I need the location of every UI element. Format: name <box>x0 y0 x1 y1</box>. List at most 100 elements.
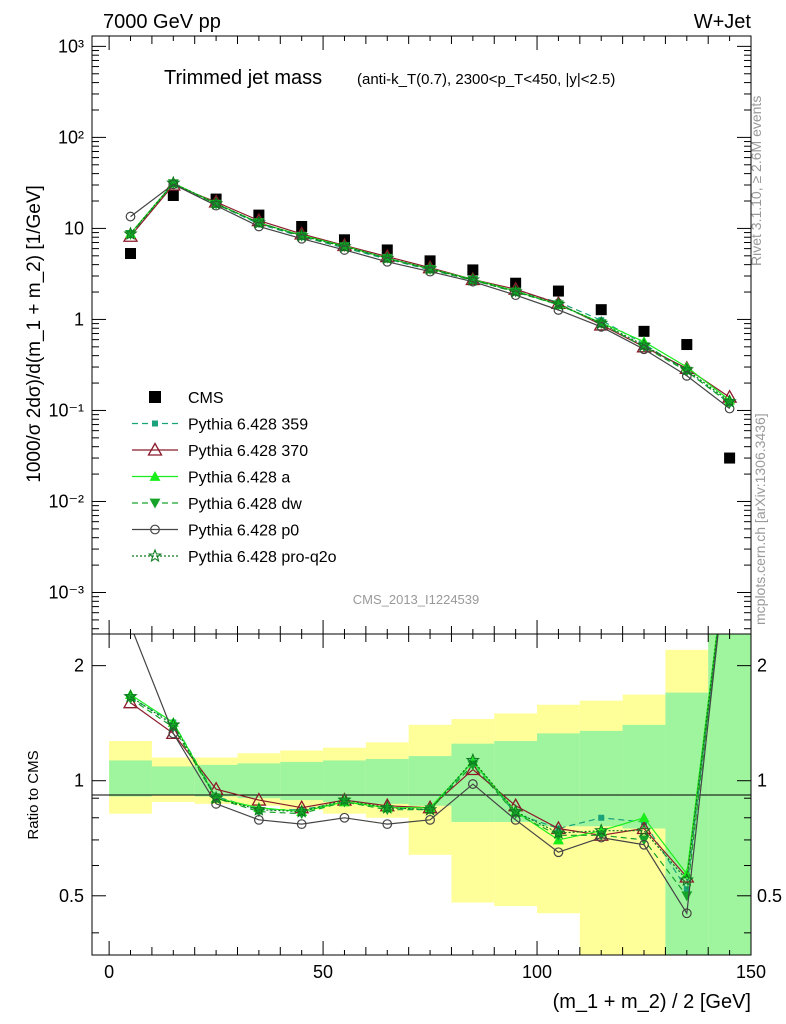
ratio-y-tick-label: 1 <box>74 771 84 791</box>
ratio-point-pp0 <box>510 814 521 825</box>
ratio-point-pp0 <box>553 847 564 858</box>
x-tick-labels: 0 50 100 150 <box>104 962 766 982</box>
legend-entry-pp0: Pythia 6.428 p0 <box>132 523 299 540</box>
data-point-pp0 <box>639 344 649 355</box>
ratio-panel: 0.5 0.5 1 1 2 2 0 50 100 150 Ratio to CMS (m_1 +… <box>25 633 782 1013</box>
legend-label: CMS <box>188 390 224 407</box>
ratio-point-pq2o <box>465 752 481 767</box>
data-point-pp0 <box>382 256 393 267</box>
series-pa <box>125 177 736 405</box>
legend-label: Pythia 6.428 pro-q2o <box>188 549 337 566</box>
data-point-pq2o <box>636 337 652 352</box>
band-inner <box>280 761 324 801</box>
data-point-pdw <box>296 231 308 242</box>
data-point-pq2o <box>594 315 609 330</box>
band-inner <box>579 730 623 827</box>
x-tick-label: 50 <box>313 962 333 982</box>
legend: CMS Pythia 6.428 359 Pythia 6.428 370 Pythi… <box>132 390 337 566</box>
band-inner <box>323 760 366 802</box>
ratio-point-pq2o <box>251 802 267 816</box>
main-axis-ticks <box>92 36 752 634</box>
ratio-point-pp0 <box>639 839 649 850</box>
ratio-point-pp0 <box>296 819 307 830</box>
series-p370 <box>122 177 738 403</box>
ratio-point-pq2o <box>422 802 438 816</box>
data-point-pq2o <box>251 215 267 229</box>
legend-swatch-marker <box>150 524 160 535</box>
band-inner <box>622 724 666 829</box>
legend-entry-pdw: Pythia 6.428 dw <box>132 496 302 513</box>
ratio-y-tick-label: 2 <box>74 656 84 676</box>
data-point-pq2o <box>294 228 309 242</box>
legend-entry-pq2o: Pythia 6.428 pro-q2o <box>132 548 337 566</box>
data-point-cms <box>724 452 736 464</box>
chart-title: Trimmed jet mass <box>164 67 322 89</box>
data-point-pp0 <box>510 290 521 301</box>
legend-entry-pa: Pythia 6.428 a <box>132 470 290 487</box>
ratio-line-pp0 <box>133 634 719 916</box>
legend-entry-p359: Pythia 6.428 359 <box>132 417 308 434</box>
header-right: W+Jet <box>694 11 752 33</box>
legend-swatch-marker <box>147 548 163 563</box>
data-point-pp0 <box>596 321 607 332</box>
y-tick-label: 10³ <box>58 36 84 56</box>
ratio-point-pp0 <box>211 798 221 809</box>
chart-subtitle: (anti-k_T(0.7), 2300<p_T<450, |y|<2.5) <box>357 71 615 88</box>
ratio-point-pp0 <box>425 814 435 825</box>
band-inner <box>365 758 409 804</box>
ratio-y-tick-label-right: 1 <box>757 771 767 791</box>
data-point-pp0 <box>339 245 350 255</box>
ratio-point-pq2o <box>294 804 309 818</box>
data-point-pq2o <box>551 296 566 311</box>
legend-label: Pythia 6.428 dw <box>188 496 302 513</box>
ratio-point-p370 <box>122 694 139 709</box>
ratio-point-pq2o <box>166 717 181 731</box>
data-point-pp0 <box>168 179 179 190</box>
series-line-p359 <box>130 182 730 404</box>
data-point-pp0 <box>681 370 692 381</box>
legend-entry-CMS: CMS <box>149 390 224 407</box>
data-point-pq2o <box>380 250 395 265</box>
band-inner <box>151 766 195 795</box>
y-axis-label: 1000/σ 2dσ)/d(m_1 + m_2) [1/GeV] <box>24 185 45 483</box>
legend-label: Pythia 6.428 359 <box>188 417 308 434</box>
data-point-pp0 <box>253 221 264 232</box>
ratio-point-pp0 <box>339 812 350 823</box>
legend-label: Pythia 6.428 a <box>188 470 290 487</box>
ratio-y-tick-labels: 0.5 0.5 1 1 2 2 <box>59 656 782 906</box>
data-point-pp0 <box>211 200 221 211</box>
ratio-point-pp0 <box>253 814 264 825</box>
x-tick-label: 100 <box>522 962 552 982</box>
ratio-point-pq2o <box>594 823 609 837</box>
x-axis-label: (m_1 + m_2) / 2 [GeV] <box>553 991 751 1013</box>
band-inner <box>109 760 152 797</box>
y-tick-label: 10 <box>64 218 84 238</box>
ratio-point-p370 <box>165 725 181 740</box>
data-point-pq2o <box>722 394 737 408</box>
ratio-point-pq2o <box>679 872 694 886</box>
data-point-cms <box>681 339 693 351</box>
series-line-pq2o <box>130 182 730 403</box>
series-p359 <box>127 180 733 407</box>
data-point-pq2o <box>422 261 438 275</box>
ratio-series-pq2o <box>123 634 718 886</box>
legend-label: Pythia 6.428 p0 <box>188 523 299 540</box>
y-tick-label: 10⁻³ <box>48 583 84 603</box>
rivet-label: Rivet 3.1.10, ≥ 2.6M events <box>748 96 764 266</box>
band-inner <box>665 692 709 955</box>
ratio-point-pp0 <box>681 908 692 919</box>
band-inner <box>537 733 580 827</box>
ratio-line-pq2o <box>130 634 718 882</box>
ratio-point-pq2o <box>337 792 352 807</box>
ratio-y-label: Ratio to CMS <box>25 750 42 839</box>
ratio-point-pq2o <box>123 689 138 703</box>
data-point-pq2o <box>337 239 352 253</box>
y-tick-label: 10⁻² <box>48 491 84 511</box>
y-tick-label: 1 <box>74 309 84 329</box>
ratio-frame <box>91 633 752 956</box>
band-inner <box>408 756 452 806</box>
main-y-tick-labels: 10⁻³ 10⁻² 10⁻¹ 1 10 10² 10³ <box>48 36 84 602</box>
data-point-pp0 <box>296 233 307 244</box>
data-point-cms <box>167 189 179 201</box>
series-line-p370 <box>130 184 730 398</box>
